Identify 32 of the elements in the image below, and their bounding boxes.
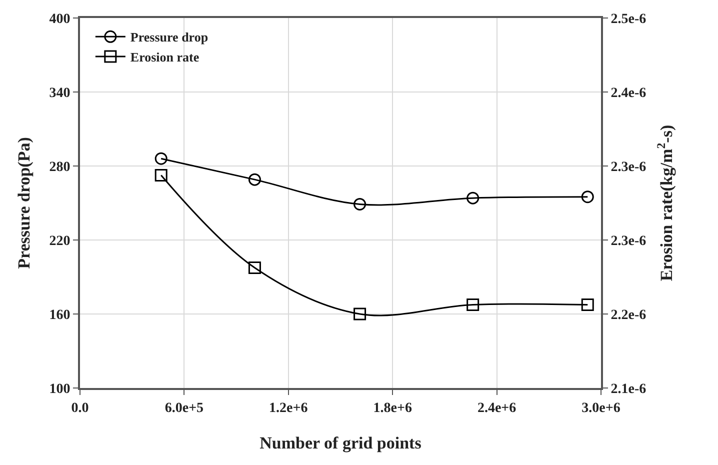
y-tick-label: 160 (49, 308, 70, 323)
x-axis-title: Number of grid points (260, 434, 422, 453)
y2-tick-label: 2.5e-6 (610, 12, 646, 27)
y-tick-label: 100 (49, 382, 70, 397)
x-tick-label: 6.0e+5 (164, 400, 204, 416)
point (466, 298, 480, 311)
point (154, 169, 168, 182)
y-tick-label: 280 (49, 160, 70, 175)
y-axis-title: Pressure drop(Pa) (14, 137, 34, 269)
y2-tick-label: 2.2e-6 (610, 308, 646, 323)
x-tick-label: 1.2e+6 (269, 400, 308, 416)
point (581, 298, 594, 311)
legend-label: Erosion rate (130, 50, 200, 65)
point (248, 262, 261, 274)
point (354, 198, 366, 210)
y2-tick-label: 2.1e-6 (610, 382, 646, 397)
x-tick-label: 0.0 (71, 400, 89, 416)
y2-tick-label: 2.3e-6 (610, 234, 646, 249)
legend-label: Pressure drop (130, 30, 208, 45)
y2-tick-label: 2.4e-6 (610, 86, 646, 101)
point (248, 173, 261, 186)
y-tick-label: 220 (49, 234, 70, 249)
y-tick-label: 400 (49, 12, 70, 27)
x-tick-label: 1.8e+6 (373, 400, 412, 416)
point (354, 308, 366, 320)
y-tick-label: 340 (49, 86, 70, 101)
x-tick-label: 2.4e+6 (477, 400, 516, 416)
point (466, 192, 480, 204)
point (154, 152, 168, 165)
x-tick-label: 3.0e+6 (582, 400, 620, 416)
point (581, 190, 594, 204)
y2-tick-label: 2.3e-6 (610, 160, 646, 175)
